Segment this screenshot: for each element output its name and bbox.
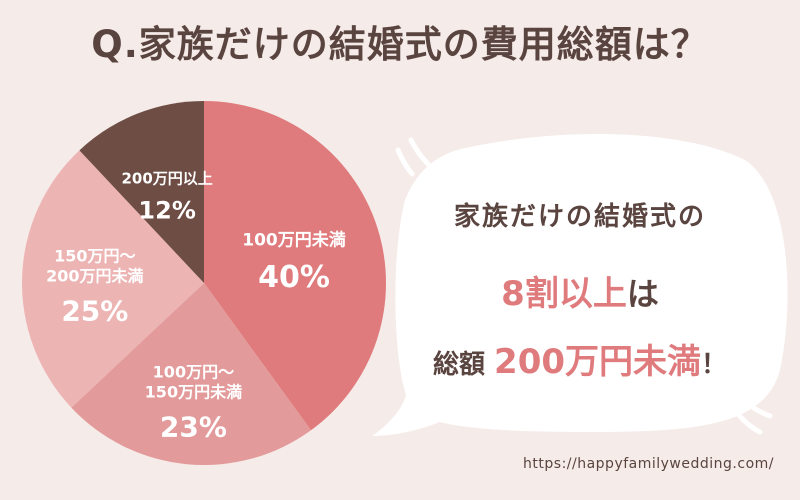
bubble-accent-mark — [743, 399, 773, 419]
bubble-accent-mark — [735, 411, 763, 435]
slice-value-label: 40% — [258, 260, 330, 295]
pie-slice — [204, 101, 387, 431]
callout-line-1: 家族だけの結婚式の — [420, 196, 740, 233]
pie-labels: 100万円未満 40% 100万円〜150万円未満 23% 150万円〜200万円未満 2… — [46, 169, 346, 443]
slice-label: 200万円以上 — [121, 169, 212, 187]
bubble-accent-mark — [395, 147, 415, 177]
pie-slice — [79, 101, 204, 283]
callout-text: ！ — [701, 350, 728, 380]
slice-label: 100万円未満 — [242, 229, 346, 250]
callout-highlight: 200万円未満 — [494, 342, 702, 382]
pie-slice — [71, 283, 311, 466]
callout-text: 総額 — [432, 350, 485, 380]
pie-slice — [22, 150, 204, 408]
callout-text: 家族だけの結婚式の — [453, 202, 706, 232]
callout-highlight: 8割以上 — [501, 274, 627, 314]
source-url: https://happyfamilywedding.com/ — [523, 456, 774, 472]
chart-title: Q.家族だけの結婚式の費用総額は？ — [91, 23, 709, 66]
slice-value-label: 23% — [160, 410, 227, 443]
slice-value-label: 25% — [61, 295, 128, 328]
callout-line-3: 総額 200万円未満！ — [420, 334, 740, 383]
callout-line-2: 8割以上は — [420, 266, 740, 315]
bubble-accent-mark — [408, 137, 431, 167]
speech-bubble-shape — [372, 134, 788, 436]
slice-label: 150万円未満 — [145, 382, 242, 401]
callout-text: は — [626, 275, 659, 313]
slice-label: 150万円〜 — [54, 247, 135, 266]
pie-slices — [22, 101, 387, 466]
slice-value-label: 12% — [138, 196, 195, 224]
slice-label: 200万円未満 — [46, 267, 143, 286]
slice-label: 100万円〜 — [153, 362, 234, 381]
